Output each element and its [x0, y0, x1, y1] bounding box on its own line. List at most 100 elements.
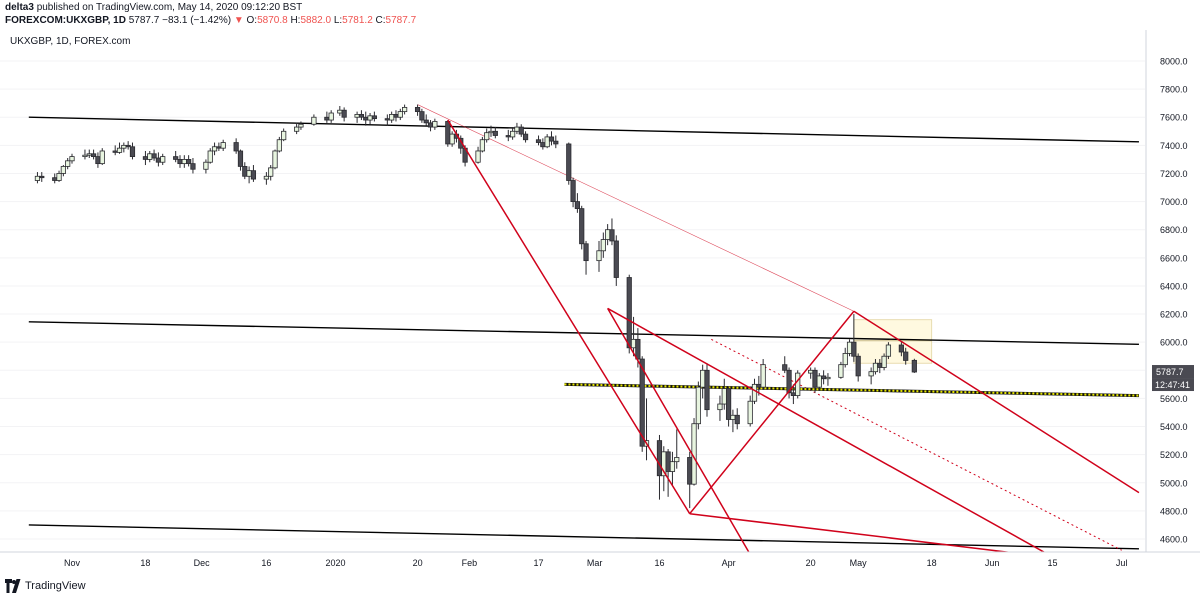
- candle-body: [812, 369, 818, 388]
- candle: [272, 149, 278, 170]
- candle-body: [635, 338, 641, 360]
- candle-body: [630, 338, 637, 349]
- candle: [695, 381, 701, 430]
- candle-body: [674, 457, 680, 463]
- candle: [665, 449, 671, 497]
- candle-body: [816, 375, 822, 388]
- candle-body: [354, 114, 360, 118]
- candle-body: [553, 140, 559, 145]
- candle: [583, 240, 589, 275]
- tradingview-brand[interactable]: TradingView: [25, 580, 86, 592]
- candle-body: [155, 157, 161, 163]
- candle: [397, 108, 403, 121]
- candle: [432, 118, 438, 130]
- candle: [492, 127, 498, 139]
- candle: [177, 155, 183, 168]
- candle-body: [492, 130, 498, 136]
- candle-body: [60, 166, 66, 174]
- candle: [700, 364, 706, 399]
- candle: [795, 370, 801, 399]
- candle: [155, 152, 161, 167]
- y-tick-label: 5600.0: [1160, 394, 1188, 404]
- low-label: L:: [333, 15, 343, 26]
- candle: [402, 104, 408, 115]
- candle-body: [855, 355, 861, 377]
- footer: TradingView: [0, 576, 1200, 597]
- support-line-shadow: [564, 382, 1139, 398]
- candle-body: [790, 392, 796, 397]
- chart-header: delta3 published on TradingView.com, May…: [0, 0, 1200, 30]
- tradingview-logo-icon[interactable]: [5, 579, 23, 593]
- faint-downtrend: [417, 104, 854, 312]
- candle: [203, 159, 209, 174]
- candle: [747, 395, 753, 427]
- candle-body: [704, 369, 710, 411]
- candle-body: [911, 359, 917, 373]
- candle-body: [207, 150, 213, 163]
- publish-info: delta3 published on TradingView.com, May…: [5, 2, 302, 14]
- candle-body: [851, 341, 857, 357]
- candle: [324, 111, 330, 123]
- trendline-1: [28, 116, 1139, 143]
- candle-body: [540, 142, 546, 148]
- candle: [505, 129, 511, 142]
- candle: [173, 150, 179, 163]
- candle-body: [544, 136, 550, 148]
- x-tick-label: Mar: [587, 558, 603, 568]
- candle: [782, 356, 788, 374]
- candle: [112, 145, 118, 156]
- candle-body: [695, 386, 701, 425]
- candle: [233, 138, 239, 154]
- candle: [216, 142, 222, 151]
- candle-body: [484, 132, 490, 141]
- candle: [186, 155, 192, 167]
- price-chart[interactable]: 4600.04800.05000.05200.05400.05600.05800…: [0, 30, 1200, 576]
- pitchfork-leg-ab: [447, 119, 691, 515]
- candle-body: [147, 153, 153, 160]
- candle: [548, 131, 555, 146]
- candle-body: [384, 118, 390, 121]
- change-text: −83.1 (−1.42%): [162, 15, 232, 26]
- pitchfork-leg-bc: [689, 310, 855, 515]
- candle: [721, 378, 727, 410]
- x-tick-label: Dec: [194, 558, 211, 568]
- candle: [341, 107, 347, 122]
- candles: [34, 104, 917, 509]
- candle: [419, 108, 425, 123]
- candle-body: [233, 142, 239, 152]
- candle: [691, 418, 697, 486]
- candle-body: [237, 150, 244, 167]
- price-axis: 4600.04800.05000.05200.05400.05600.05800…: [1160, 57, 1188, 545]
- candle-body: [445, 121, 451, 145]
- y-tick-label: 6400.0: [1160, 281, 1188, 291]
- candle-body: [294, 126, 300, 132]
- x-tick-label: 20: [806, 558, 816, 568]
- candle: [579, 205, 585, 250]
- candle-body: [181, 159, 187, 165]
- candle-body: [56, 173, 62, 181]
- candle: [281, 128, 287, 142]
- candle: [855, 353, 861, 382]
- candle-body: [808, 369, 814, 374]
- candle: [751, 378, 758, 405]
- candle-body: [268, 167, 274, 177]
- candle-body: [570, 180, 576, 202]
- x-tick-label: 18: [927, 558, 937, 568]
- candle-body: [112, 150, 118, 153]
- candle: [816, 373, 822, 390]
- candle: [246, 166, 252, 184]
- candle: [358, 110, 365, 121]
- candle-body: [505, 135, 511, 138]
- y-tick-label: 7000.0: [1160, 197, 1188, 207]
- publisher-name[interactable]: delta3: [5, 2, 34, 13]
- candle: [821, 370, 827, 385]
- grid-lines: [0, 60, 1145, 540]
- pitchfork-lower-line: [607, 307, 1046, 552]
- candle: [522, 131, 529, 143]
- x-tick-label: May: [850, 558, 868, 568]
- candle-body: [846, 341, 853, 354]
- candle-body: [142, 156, 149, 160]
- candle-body: [281, 130, 287, 141]
- candle-body: [613, 240, 619, 278]
- candle-body: [121, 144, 127, 149]
